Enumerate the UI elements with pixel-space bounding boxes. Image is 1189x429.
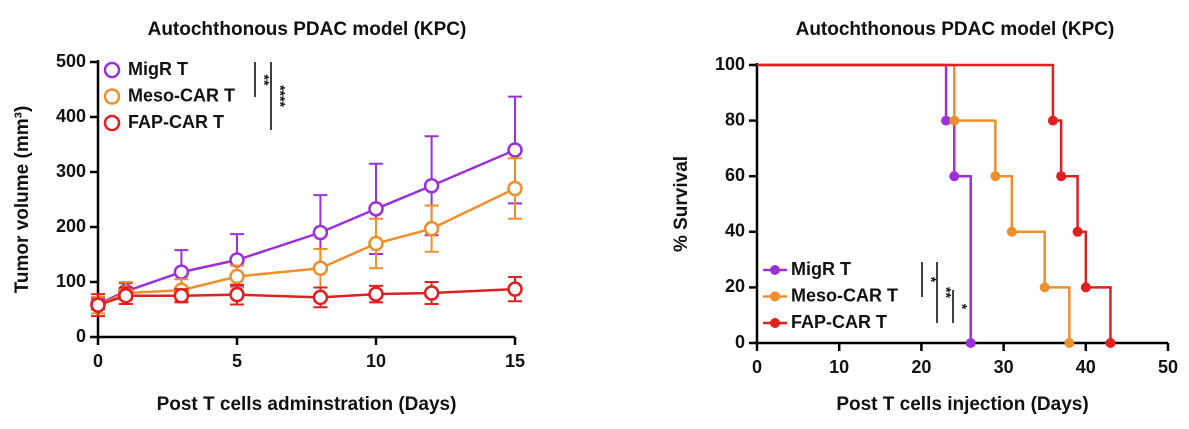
y-tick-label: 100 xyxy=(56,271,86,291)
legend-marker xyxy=(103,61,121,79)
x-tick-label: 5 xyxy=(232,351,242,371)
data-point xyxy=(507,180,523,197)
y-tick-label: 200 xyxy=(56,216,86,236)
data-point xyxy=(312,289,329,306)
event-point xyxy=(941,115,952,126)
significance: **** xyxy=(272,85,288,107)
event-point xyxy=(949,171,960,182)
event-point xyxy=(1056,171,1067,182)
data-point xyxy=(312,224,329,241)
x-tick-label: 10 xyxy=(366,351,386,371)
legend-marker xyxy=(770,265,780,275)
y-tick-label: 0 xyxy=(76,326,86,346)
chart-title: Autochthonous PDAC model (KPC) xyxy=(148,19,467,40)
data-point xyxy=(90,297,106,313)
data-point xyxy=(507,142,523,158)
series-line xyxy=(97,287,516,307)
y-axis-title: Tumor volume (mm³) xyxy=(12,106,33,294)
event-point xyxy=(1039,282,1050,293)
legend-marker xyxy=(103,114,121,132)
data-point xyxy=(368,286,384,302)
y-tick-label: 500 xyxy=(56,51,86,71)
series-line xyxy=(97,148,516,306)
data-point xyxy=(173,288,190,304)
event-point xyxy=(1105,338,1116,348)
series-line xyxy=(97,187,516,307)
legend-label: Meso-CAR T xyxy=(791,285,898,305)
survival-line xyxy=(757,63,1071,343)
legend-label: FAP-CAR T xyxy=(791,312,887,332)
event-point xyxy=(990,171,1001,182)
y-tick-label: 300 xyxy=(56,161,86,181)
legend-label: FAP-CAR T xyxy=(128,112,224,132)
x-axis-title: Post T cells injection (Days) xyxy=(836,394,1088,415)
x-tick-label: 50 xyxy=(1158,357,1178,377)
legend-marker xyxy=(770,318,780,328)
legend-marker xyxy=(770,291,780,302)
data-point xyxy=(368,201,384,217)
significance: ** xyxy=(938,287,954,298)
event-point xyxy=(1080,282,1091,293)
y-tick-label: 80 xyxy=(725,109,745,129)
event-point xyxy=(1006,226,1017,237)
y-tick-label: 0 xyxy=(735,332,745,352)
survival-line xyxy=(757,63,1112,343)
x-tick-label: 10 xyxy=(829,357,849,377)
event-point xyxy=(1047,115,1058,126)
y-tick-label: 20 xyxy=(725,276,745,296)
significance: * xyxy=(954,304,970,310)
x-tick-label: 0 xyxy=(93,351,103,371)
legend-marker xyxy=(103,88,121,105)
x-tick-label: 30 xyxy=(994,357,1014,377)
data-point xyxy=(507,281,523,297)
data-point xyxy=(368,235,384,252)
data-point xyxy=(423,285,440,301)
event-point xyxy=(1064,338,1075,348)
event-point xyxy=(1072,226,1083,237)
data-point xyxy=(118,288,134,304)
y-tick-label: 400 xyxy=(56,106,86,126)
event-point xyxy=(949,115,960,126)
legend-label: Meso-CAR T xyxy=(128,85,235,105)
x-tick-label: 0 xyxy=(752,357,762,377)
x-tick-label: 40 xyxy=(1076,357,1096,377)
data-point xyxy=(423,220,440,237)
data-point xyxy=(173,264,190,280)
y-axis-title: % Survival xyxy=(671,156,692,252)
significance: * xyxy=(923,277,939,283)
data-point xyxy=(229,286,245,303)
y-tick-label: 60 xyxy=(725,165,745,185)
data-point xyxy=(229,268,245,285)
data-point xyxy=(312,260,329,276)
event-point xyxy=(965,338,976,348)
y-tick-label: 40 xyxy=(725,221,745,241)
legend-label: MigR T xyxy=(128,59,188,79)
data-point xyxy=(423,178,440,194)
x-axis-title: Post T cells adminstration (Days) xyxy=(157,394,457,415)
significance: ** xyxy=(256,75,272,86)
x-tick-label: 20 xyxy=(911,357,931,377)
x-tick-label: 15 xyxy=(505,351,525,371)
chart-title: Autochthonous PDAC model (KPC) xyxy=(796,19,1115,40)
y-tick-label: 100 xyxy=(715,54,745,74)
legend-label: MigR T xyxy=(791,259,851,279)
